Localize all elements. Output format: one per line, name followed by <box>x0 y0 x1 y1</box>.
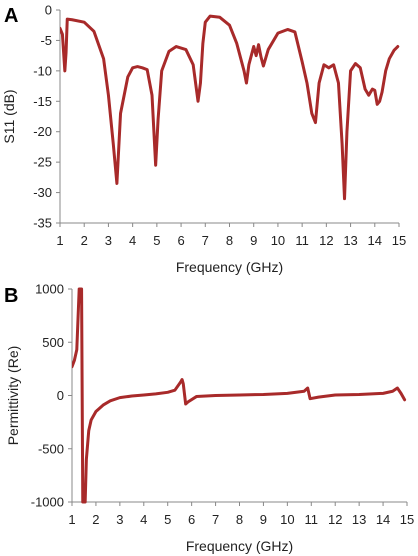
chart-b-x-tick-label: 5 <box>164 512 171 527</box>
chart-b-x-tick-label: 2 <box>92 512 99 527</box>
chart-b-x-tick-label: 7 <box>212 512 219 527</box>
chart-a-x-tick-label: 11 <box>295 233 309 248</box>
chart-a-panel-label: A <box>4 5 18 27</box>
chart-a-x-tick-label: 15 <box>392 233 406 248</box>
chart-b-x-tick-label: 12 <box>328 512 342 527</box>
chart-a-x-tick-label: 7 <box>202 233 209 248</box>
chart-b-x-tick-label: 6 <box>188 512 195 527</box>
chart-a-y-tick-label: -35 <box>33 216 52 231</box>
chart-a-y-tick-label: 0 <box>45 3 52 18</box>
chart-a-x-tick-label: 3 <box>105 233 112 248</box>
chart-a-x-tick-label: 10 <box>271 233 285 248</box>
chart-b-panel-label: B <box>4 285 18 307</box>
chart-b-x-tick-label: 14 <box>376 512 390 527</box>
chart-b-y-axis-label: Permittivity (Re) <box>5 346 21 446</box>
chart-b-x-tick-label: 10 <box>280 512 294 527</box>
chart-a-x-tick-label: 4 <box>129 233 136 248</box>
chart-b-x-tick-label: 8 <box>236 512 243 527</box>
chart-a-y-tick-label: -15 <box>33 94 52 109</box>
chart-a-y-tick-label: -20 <box>33 124 52 139</box>
chart-a-y-tick-label: -30 <box>33 185 52 200</box>
chart-a-panel: A1 2 3 4 5 6 7 8 9 10 11 12 13 14 150-5-10-15-20-25-30… <box>1 3 406 276</box>
chart-b-series-line <box>72 287 407 504</box>
chart-b-x-tick-label: 3 <box>116 512 123 527</box>
chart-a-x-axis-label: Frequency (GHz) <box>176 259 283 275</box>
chart-a-x-tick-label: 9 <box>250 233 257 248</box>
chart-b-y-tick-label: -1000 <box>31 495 64 510</box>
chart-a-x-tick-label: 13 <box>343 233 357 248</box>
chart-a-x-tick-label: 5 <box>153 233 160 248</box>
chart-b-x-tick-label: 9 <box>260 512 267 527</box>
chart-b-x-tick-label: 11 <box>305 512 319 527</box>
chart-a-x-tick-label: 12 <box>319 233 333 248</box>
chart-b-x-tick-label: 1 <box>68 512 75 527</box>
chart-a-y-tick-label: -10 <box>33 63 52 78</box>
chart-a-series-line <box>60 14 400 201</box>
chart-b-x-tick-label: 15 <box>400 512 414 527</box>
chart-a-y-tick-label: -5 <box>40 33 52 48</box>
chart-a-x-tick-label: 6 <box>177 233 184 248</box>
chart-b-y-tick-label: -500 <box>38 441 64 456</box>
chart-a-y-tick-label: -25 <box>33 155 52 170</box>
chart-a-x-tick-label: 14 <box>368 233 382 248</box>
chart-b-y-tick-label: 500 <box>42 335 64 350</box>
chart-a-x-tick-label: 1 <box>56 233 63 248</box>
chart-b-x-tick-label: 13 <box>352 512 366 527</box>
chart-b-y-tick-label: 0 <box>57 388 64 403</box>
chart-a-x-tick-label: 8 <box>226 233 233 248</box>
chart-b-panel: B1 2 3 4 5 6 7 8 9 10 11 12 13 14 1510005000-500-1000F… <box>4 282 414 555</box>
chart-b-y-tick-label: 1000 <box>35 282 64 297</box>
chart-a-x-tick-label: 2 <box>81 233 88 248</box>
chart-a-y-axis-label: S11 (dB) <box>1 89 17 143</box>
chart-b-x-axis-label: Frequency (GHz) <box>186 538 293 554</box>
chart-b-x-tick-label: 4 <box>140 512 147 527</box>
